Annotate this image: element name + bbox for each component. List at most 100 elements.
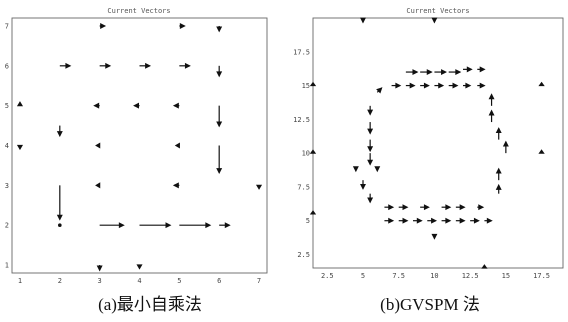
vector-arrow bbox=[398, 204, 409, 211]
x-tick-label-a: 6 bbox=[217, 277, 221, 285]
vector-arrow bbox=[420, 82, 430, 89]
vector-arrow bbox=[502, 140, 509, 154]
vector-arrow bbox=[95, 182, 101, 189]
vector-arrow bbox=[405, 82, 416, 89]
x-tick-label-b: 12.5 bbox=[462, 272, 479, 280]
vector-arrow bbox=[477, 82, 486, 89]
vector-arrow bbox=[172, 182, 180, 189]
vector-arrow bbox=[367, 193, 374, 204]
vector-arrow bbox=[136, 264, 143, 270]
vector-arrow bbox=[367, 105, 374, 116]
x-tick-label-a: 2 bbox=[58, 277, 62, 285]
vector-arrow bbox=[374, 166, 381, 173]
vector-arrow bbox=[495, 167, 502, 181]
y-tick-label-a: 2 bbox=[5, 222, 9, 230]
y-tick-label-b: 5 bbox=[306, 217, 310, 225]
y-tick-label-b: 15 bbox=[302, 82, 310, 90]
vector-arrow bbox=[455, 217, 466, 224]
vector-arrow bbox=[174, 142, 180, 149]
vector-arrow bbox=[309, 81, 317, 87]
vector-arrow bbox=[477, 66, 486, 73]
vector-arrow bbox=[448, 69, 462, 76]
panel-a: Current Vectors 1 2 3 4 5 6 7 1 2 3 4 5 6 7 (a)最小自乘法 bbox=[5, 7, 268, 314]
x-tick-label-a: 5 bbox=[177, 277, 181, 285]
vector-arrow bbox=[367, 153, 374, 166]
vector-arrow bbox=[58, 223, 62, 227]
vector-arrow bbox=[420, 69, 433, 76]
vector-arrow bbox=[99, 22, 107, 29]
vector-arrow bbox=[216, 25, 223, 33]
vector-arrow bbox=[495, 127, 502, 140]
vector-arrow bbox=[367, 122, 374, 135]
vector-arrow bbox=[172, 102, 180, 109]
x-tick-label-b: 10 bbox=[430, 272, 438, 280]
vector-arrow bbox=[398, 217, 409, 224]
vector-arrow bbox=[463, 82, 472, 89]
vector-arrow bbox=[434, 69, 447, 76]
vector-arrow bbox=[360, 17, 366, 24]
vector-arrow bbox=[16, 144, 24, 151]
vector-arrow bbox=[441, 204, 452, 211]
vector-arrow bbox=[255, 184, 263, 190]
vector-arrow bbox=[463, 66, 473, 73]
y-tick-label-b: 10 bbox=[302, 150, 310, 158]
caption-b: (b)GVSPM 法 bbox=[380, 295, 480, 314]
vector-arrow bbox=[216, 105, 223, 128]
y-tick-label-a: 4 bbox=[5, 142, 9, 150]
vector-arrow bbox=[488, 93, 495, 106]
vector-arrow bbox=[434, 82, 445, 89]
panel-b: Current Vectors 2.5 5 7.5 10 12.5 15 17.5 2.5 5 7… bbox=[293, 7, 564, 314]
vectors-a bbox=[16, 22, 263, 272]
vector-arrow bbox=[448, 82, 459, 89]
vector-arrow bbox=[216, 65, 223, 78]
vector-arrow bbox=[99, 62, 112, 69]
y-tick-label-a: 7 bbox=[5, 22, 9, 30]
vector-arrow bbox=[413, 217, 423, 224]
vector-arrow bbox=[376, 87, 383, 94]
vector-arrow bbox=[99, 222, 125, 229]
vector-arrow bbox=[455, 204, 466, 211]
x-tick-label-b: 17.5 bbox=[533, 272, 550, 280]
vector-arrow bbox=[179, 22, 186, 29]
vector-arrow bbox=[360, 180, 366, 190]
vector-arrow bbox=[481, 264, 488, 269]
chart-title-b: Current Vectors bbox=[406, 7, 469, 15]
vector-arrow bbox=[16, 101, 24, 107]
vector-arrow bbox=[470, 217, 480, 224]
plot-frame-b bbox=[312, 17, 564, 269]
vector-arrow bbox=[216, 145, 223, 175]
y-tick-label-b: 7.5 bbox=[297, 183, 310, 191]
vector-arrow bbox=[488, 109, 495, 123]
x-tick-label-a: 4 bbox=[137, 277, 141, 285]
ticks-a: 1 2 3 4 5 6 7 1 2 3 4 5 6 7 bbox=[5, 22, 261, 285]
vector-arrow bbox=[93, 102, 100, 109]
ticks-b: 2.5 5 7.5 10 12.5 15 17.5 2.5 5 7.5 10 12.5 15 17.5 bbox=[293, 48, 550, 280]
vector-arrow bbox=[179, 222, 212, 229]
x-tick-label-b: 2.5 bbox=[321, 272, 334, 280]
y-tick-label-a: 6 bbox=[5, 62, 9, 70]
vector-arrow bbox=[56, 125, 63, 138]
vector-arrow bbox=[95, 142, 101, 149]
vector-arrow bbox=[441, 217, 452, 224]
vector-arrow bbox=[59, 62, 72, 69]
x-tick-label-a: 1 bbox=[18, 277, 22, 285]
vector-arrow bbox=[56, 185, 63, 221]
caption-a: (a)最小自乘法 bbox=[98, 295, 202, 314]
x-tick-label-b: 15 bbox=[502, 272, 510, 280]
vector-arrow bbox=[420, 204, 430, 211]
vector-arrow bbox=[384, 204, 395, 211]
chart-title-a: Current Vectors bbox=[107, 7, 170, 15]
vector-arrow bbox=[139, 222, 172, 229]
x-tick-label-b: 5 bbox=[361, 272, 365, 280]
vector-arrow bbox=[367, 139, 374, 153]
vector-arrow bbox=[484, 217, 493, 224]
y-tick-label-b: 12.5 bbox=[293, 116, 310, 124]
x-tick-label-a: 3 bbox=[98, 277, 102, 285]
vector-arrow bbox=[96, 265, 103, 272]
y-tick-label-a: 5 bbox=[5, 102, 9, 110]
vector-arrow bbox=[427, 217, 438, 224]
vector-arrow bbox=[309, 210, 317, 215]
vector-arrow bbox=[538, 149, 545, 154]
y-tick-label-b: 2.5 bbox=[297, 251, 310, 259]
